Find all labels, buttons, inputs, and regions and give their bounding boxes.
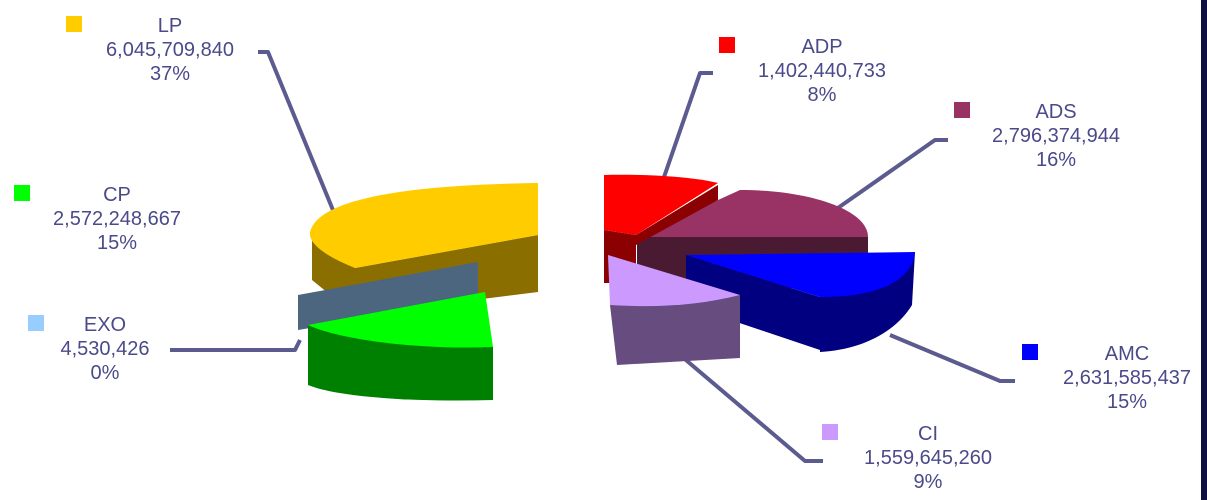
legend-swatch-lp — [66, 16, 82, 32]
data-label-ci: CI 1,559,645,260 9% — [828, 422, 1028, 494]
slice-percent: 16% — [1035, 149, 1077, 171]
slice-name: LP — [157, 15, 183, 37]
frame-border — [1201, 0, 1207, 500]
data-label-cp: CP 2,572,248,667 15% — [17, 183, 217, 255]
slice-ci-side — [610, 295, 740, 365]
legend-swatch-adp — [719, 37, 735, 53]
data-label-adp: ADP 1,402,440,733 8% — [722, 35, 922, 107]
data-label-exo: EXO 4,530,426 0% — [25, 313, 185, 385]
slice-name: AMC — [1104, 343, 1150, 365]
slice-percent: 15% — [1106, 391, 1148, 413]
slice-value: 6,045,709,840 — [106, 39, 234, 61]
leader-line-exo — [170, 339, 302, 352]
slice-value: 2,796,374,944 — [992, 125, 1120, 147]
legend-swatch-ads — [954, 102, 970, 118]
slice-exo-side — [298, 262, 478, 330]
slice-amc-side — [686, 255, 820, 350]
legend-swatch-exo — [28, 315, 44, 331]
slice-value: 4,530,426 — [60, 338, 150, 360]
legend-swatch-ci — [822, 424, 838, 440]
slice-lp — [309, 183, 538, 268]
slice-name: ADS — [1035, 101, 1077, 123]
slice-ci — [608, 255, 740, 307]
slice-name: ADP — [801, 36, 843, 58]
leader-line-adp — [661, 71, 713, 181]
slice-percent: 0% — [90, 362, 120, 384]
slice-adp-side — [636, 185, 718, 245]
slice-ads — [637, 190, 868, 237]
slice-cp — [308, 292, 493, 348]
legend-swatch-amc — [1022, 344, 1038, 360]
slice-name: EXO — [83, 314, 127, 336]
slice-name: CI — [918, 423, 938, 445]
leader-line-lp — [258, 50, 337, 216]
leader-line-ci — [678, 353, 823, 463]
leader-line-amc — [889, 333, 1015, 383]
slice-percent: 37% — [149, 63, 191, 85]
slice-name: CP — [103, 184, 131, 206]
slice-value: 2,631,585,437 — [1063, 367, 1191, 389]
legend-swatch-cp — [14, 185, 30, 201]
data-label-lp: LP 6,045,709,840 37% — [70, 14, 270, 86]
slice-value: 2,572,248,667 — [53, 208, 181, 230]
data-label-ads: ADS 2,796,374,944 16% — [956, 100, 1156, 172]
slice-adp — [604, 174, 718, 235]
data-label-amc: AMC 2,631,585,437 15% — [1042, 342, 1207, 414]
slice-value: 1,559,645,260 — [864, 447, 992, 469]
slice-percent: 9% — [913, 471, 943, 493]
slice-amc — [686, 252, 915, 297]
slice-percent: 15% — [96, 232, 138, 254]
leader-line-ads — [833, 138, 948, 212]
slice-percent: 8% — [807, 84, 837, 106]
slice-value: 1,402,440,733 — [758, 60, 886, 82]
